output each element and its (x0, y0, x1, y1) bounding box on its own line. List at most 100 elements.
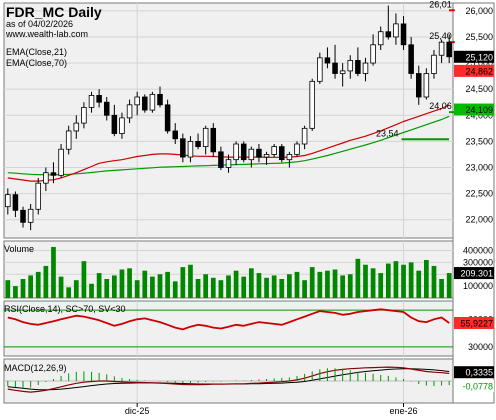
candle-up (119, 117, 125, 134)
candle-down (218, 151, 224, 168)
candle-down (157, 93, 163, 106)
volume-bar (203, 274, 209, 298)
volume-bar (5, 280, 11, 298)
volume-bar (142, 270, 148, 298)
candle-down (50, 172, 57, 176)
last-close-tag: 25,120 (465, 52, 493, 62)
volume-bar (408, 262, 414, 298)
candle-up (88, 95, 95, 108)
rsi-line (7, 308, 450, 331)
candle-down (240, 143, 247, 161)
volume-bar (325, 270, 330, 298)
volume-bar (58, 276, 64, 298)
candle-down (172, 130, 178, 140)
ema70-legend: EMA(Close,70) (6, 58, 67, 68)
rsi-last-tag-bg (454, 317, 494, 329)
candle-down (279, 146, 285, 161)
volume-bar (127, 268, 132, 298)
rsi-tick-label: 30000 (468, 342, 493, 352)
candle-down (103, 101, 110, 116)
volume-bar (188, 264, 193, 298)
volume-bar (89, 283, 94, 298)
candle-up (35, 182, 42, 210)
chart-date: as of 04/02/2026 (6, 19, 73, 29)
volume-bar (271, 275, 277, 298)
price-tick-label: 23,000 (465, 163, 493, 173)
macd-last-tag-bg (454, 366, 494, 379)
volume-bar (370, 268, 376, 298)
volume-bar (13, 286, 18, 298)
volume-bar (28, 275, 33, 298)
candle-down (142, 96, 148, 111)
volume-bar (51, 246, 56, 298)
volume-bar (119, 269, 125, 298)
price-tick-label: 24,500 (465, 84, 493, 94)
volume-bar (218, 280, 224, 298)
volume-bar (446, 273, 452, 298)
candle-up (248, 148, 255, 161)
volume-bar (294, 271, 300, 298)
candle-up (149, 93, 156, 111)
candle-up (317, 57, 323, 82)
candle-up (27, 208, 34, 223)
chart-title: FDR_MC Daily (6, 4, 102, 20)
candle-up (134, 96, 140, 106)
volume-bar (340, 275, 346, 298)
volume-tick-label: 100000 (463, 281, 493, 291)
level-label: 24,06 (429, 101, 452, 111)
volume-bar (355, 258, 361, 298)
volume-last-tag: 209.301 (460, 269, 493, 279)
candle-down (195, 140, 201, 148)
price-tick-label: 26,000 (465, 6, 493, 16)
candle-up (58, 148, 64, 176)
candle-up (294, 143, 300, 155)
volume-bar (279, 279, 285, 298)
x-tick-label: dic-25 (125, 406, 150, 416)
candle-up (438, 41, 445, 56)
volume-bar (43, 265, 49, 298)
volume-bar (424, 260, 429, 298)
candle-down (256, 148, 262, 158)
candle-down (20, 209, 26, 223)
candle-down (12, 194, 19, 211)
candle-up (263, 154, 270, 158)
volume-bar (172, 281, 178, 298)
candle-up (81, 107, 87, 124)
price-tick-label: 25,000 (465, 58, 493, 68)
candle-down (408, 44, 414, 74)
candle-up (286, 154, 293, 161)
candle-up (377, 31, 384, 46)
last-close-tag-bg (454, 50, 494, 63)
candle-up (339, 70, 346, 74)
volume-tick-label: 300000 (463, 257, 493, 267)
candle-down (400, 23, 407, 46)
volume-bar (66, 287, 72, 298)
candle-down (180, 138, 186, 158)
volume-bar (73, 280, 79, 298)
candle-down (324, 57, 331, 64)
candle-up (362, 62, 369, 74)
volume-bar (165, 271, 170, 298)
price-tick-label: 25,500 (465, 32, 493, 42)
ema21-legend: EMA(Close,21) (6, 47, 67, 57)
volume-bar (210, 277, 216, 298)
volume-bar (226, 275, 231, 298)
volume-bar (332, 269, 338, 298)
volume-bar (195, 279, 201, 298)
candle-up (233, 143, 239, 161)
volume-bar (81, 261, 87, 298)
ema21-tag-bg (454, 64, 494, 77)
level-label: 26,01 (429, 0, 452, 9)
volume-bar (287, 274, 292, 298)
candle-down (210, 127, 217, 153)
volume-bar (111, 275, 117, 298)
candle-up (202, 127, 209, 148)
volume-bar (241, 276, 247, 298)
candle-up (5, 194, 11, 208)
candle-down (385, 31, 392, 38)
candle-up (73, 122, 80, 132)
candle-up (271, 146, 277, 155)
candle-up (393, 23, 399, 38)
macd-hist-tag: -0,0778 (462, 382, 493, 392)
